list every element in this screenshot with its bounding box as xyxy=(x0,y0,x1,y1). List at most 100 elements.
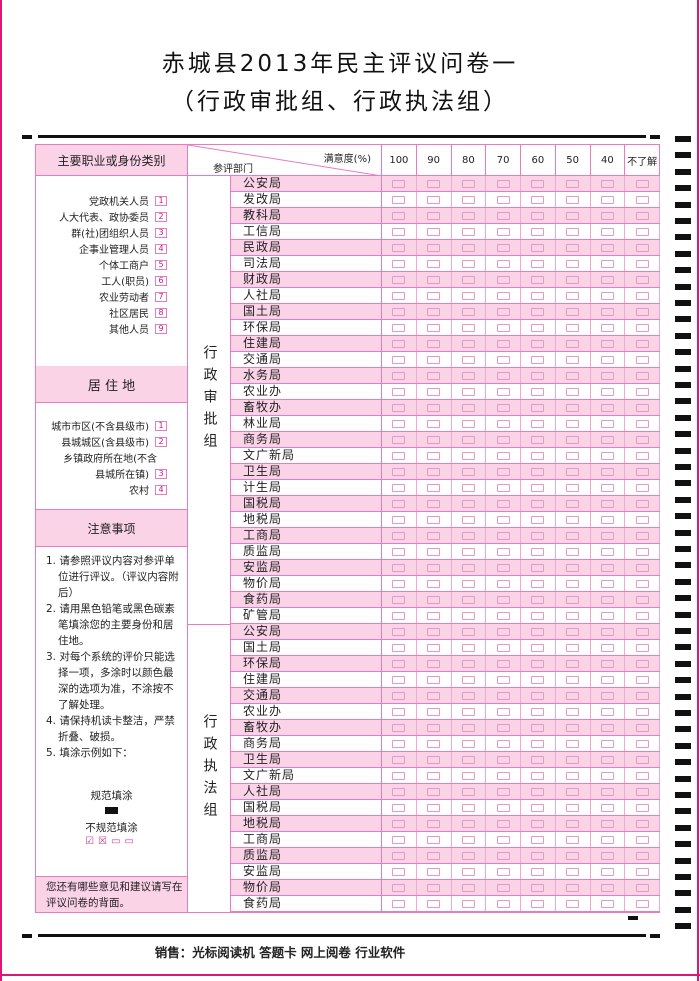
rating-checkbox[interactable] xyxy=(531,227,545,236)
rating-checkbox[interactable] xyxy=(600,323,614,332)
rating-cell[interactable] xyxy=(625,208,660,223)
rating-cell[interactable] xyxy=(556,560,591,575)
rating-checkbox[interactable] xyxy=(600,675,614,684)
rating-cell[interactable] xyxy=(382,352,417,367)
rating-checkbox[interactable] xyxy=(635,851,649,860)
rating-checkbox[interactable] xyxy=(427,803,441,812)
rating-cell[interactable] xyxy=(486,624,521,639)
rating-cell[interactable] xyxy=(452,512,487,527)
rating-checkbox[interactable] xyxy=(635,739,649,748)
rating-cell[interactable] xyxy=(556,896,591,911)
rating-cell[interactable] xyxy=(521,192,556,207)
rating-checkbox[interactable] xyxy=(600,771,614,780)
rating-cell[interactable] xyxy=(417,768,452,783)
rating-cell[interactable] xyxy=(591,704,626,719)
rating-checkbox[interactable] xyxy=(566,867,580,876)
rating-cell[interactable] xyxy=(625,256,660,271)
rating-checkbox[interactable] xyxy=(600,643,614,652)
rating-cell[interactable] xyxy=(382,224,417,239)
rating-checkbox[interactable] xyxy=(531,291,545,300)
rating-cell[interactable] xyxy=(625,608,660,623)
rating-checkbox[interactable] xyxy=(427,595,441,604)
rating-cell[interactable] xyxy=(452,256,487,271)
rating-checkbox[interactable] xyxy=(496,659,510,668)
rating-checkbox[interactable] xyxy=(392,259,406,268)
rating-cell[interactable] xyxy=(452,640,487,655)
rating-checkbox[interactable] xyxy=(600,707,614,716)
rating-checkbox[interactable] xyxy=(461,531,475,540)
rating-checkbox[interactable] xyxy=(461,435,475,444)
rating-checkbox[interactable] xyxy=(392,883,406,892)
rating-checkbox[interactable] xyxy=(566,435,580,444)
rating-checkbox[interactable] xyxy=(635,291,649,300)
rating-checkbox[interactable] xyxy=(600,499,614,508)
rating-checkbox[interactable] xyxy=(461,339,475,348)
rating-checkbox[interactable] xyxy=(427,355,441,364)
rating-checkbox[interactable] xyxy=(461,227,475,236)
rating-checkbox[interactable] xyxy=(461,643,475,652)
rating-cell[interactable] xyxy=(417,608,452,623)
rating-checkbox[interactable] xyxy=(392,387,406,396)
rating-cell[interactable] xyxy=(591,640,626,655)
rating-checkbox[interactable] xyxy=(496,339,510,348)
rating-checkbox[interactable] xyxy=(496,835,510,844)
rating-checkbox[interactable] xyxy=(461,563,475,572)
rating-checkbox[interactable] xyxy=(461,627,475,636)
rating-checkbox[interactable] xyxy=(566,403,580,412)
rating-cell[interactable] xyxy=(452,240,487,255)
rating-cell[interactable] xyxy=(417,864,452,879)
rating-cell[interactable] xyxy=(452,656,487,671)
rating-cell[interactable] xyxy=(556,480,591,495)
rating-cell[interactable] xyxy=(521,320,556,335)
rating-checkbox[interactable] xyxy=(496,515,510,524)
rating-checkbox[interactable] xyxy=(461,515,475,524)
rating-checkbox[interactable] xyxy=(427,627,441,636)
rating-cell[interactable] xyxy=(417,432,452,447)
rating-checkbox[interactable] xyxy=(635,867,649,876)
rating-cell[interactable] xyxy=(556,624,591,639)
rating-cell[interactable] xyxy=(417,448,452,463)
rating-cell[interactable] xyxy=(556,672,591,687)
rating-checkbox[interactable] xyxy=(531,819,545,828)
rating-cell[interactable] xyxy=(556,384,591,399)
rating-checkbox[interactable] xyxy=(635,435,649,444)
option-code-box[interactable]: 3 xyxy=(155,227,167,238)
rating-cell[interactable] xyxy=(521,288,556,303)
rating-checkbox[interactable] xyxy=(461,595,475,604)
rating-cell[interactable] xyxy=(417,576,452,591)
rating-cell[interactable] xyxy=(591,416,626,431)
rating-checkbox[interactable] xyxy=(531,803,545,812)
rating-cell[interactable] xyxy=(625,704,660,719)
rating-checkbox[interactable] xyxy=(531,675,545,684)
rating-checkbox[interactable] xyxy=(635,227,649,236)
rating-checkbox[interactable] xyxy=(461,323,475,332)
rating-cell[interactable] xyxy=(556,352,591,367)
rating-cell[interactable] xyxy=(452,608,487,623)
rating-checkbox[interactable] xyxy=(461,883,475,892)
rating-checkbox[interactable] xyxy=(461,211,475,220)
rating-checkbox[interactable] xyxy=(427,611,441,620)
rating-checkbox[interactable] xyxy=(635,403,649,412)
rating-checkbox[interactable] xyxy=(531,419,545,428)
rating-checkbox[interactable] xyxy=(496,435,510,444)
rating-checkbox[interactable] xyxy=(392,179,406,188)
rating-cell[interactable] xyxy=(486,192,521,207)
rating-cell[interactable] xyxy=(556,240,591,255)
rating-cell[interactable] xyxy=(591,480,626,495)
rating-checkbox[interactable] xyxy=(392,531,406,540)
rating-checkbox[interactable] xyxy=(461,403,475,412)
rating-checkbox[interactable] xyxy=(427,531,441,540)
rating-checkbox[interactable] xyxy=(392,435,406,444)
rating-cell[interactable] xyxy=(417,336,452,351)
rating-cell[interactable] xyxy=(625,624,660,639)
rating-checkbox[interactable] xyxy=(635,611,649,620)
rating-checkbox[interactable] xyxy=(461,835,475,844)
rating-cell[interactable] xyxy=(452,384,487,399)
rating-checkbox[interactable] xyxy=(566,275,580,284)
rating-cell[interactable] xyxy=(625,800,660,815)
rating-checkbox[interactable] xyxy=(392,819,406,828)
rating-cell[interactable] xyxy=(521,704,556,719)
rating-checkbox[interactable] xyxy=(635,707,649,716)
rating-checkbox[interactable] xyxy=(461,195,475,204)
rating-cell[interactable] xyxy=(382,512,417,527)
